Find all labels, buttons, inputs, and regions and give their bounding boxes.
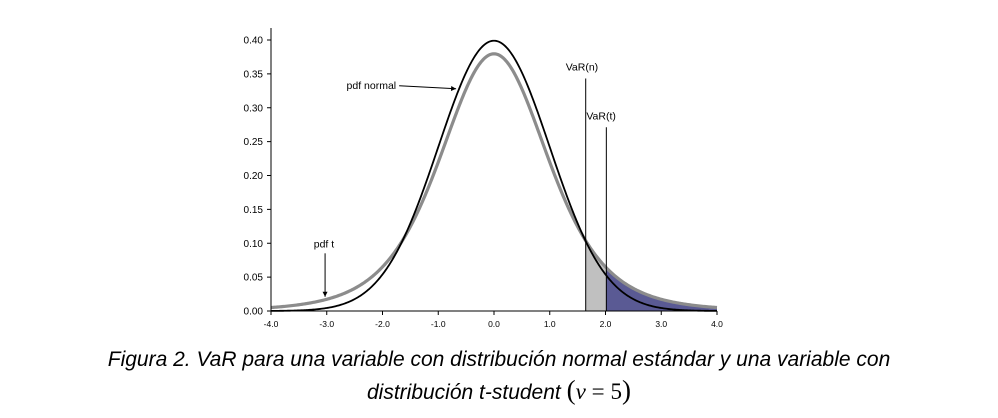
y-tick-label: 0.35 (244, 69, 264, 80)
x-tick-label: -2.0 (375, 319, 390, 329)
x-tick-label: -4.0 (264, 319, 279, 329)
y-tick-label: 0.40 (244, 36, 264, 47)
x-tick-label: 1.0 (544, 319, 556, 329)
y-tick-label: 0.05 (244, 273, 264, 284)
x-tick-label: -1.0 (431, 319, 446, 329)
math-five: 5 (610, 379, 623, 404)
var-marker-label-1: VaR(n) (566, 61, 598, 73)
caption-math: (ν = 5) (567, 375, 631, 405)
annotation-arrow-line-1 (399, 85, 457, 90)
y-tick-label: 0.15 (244, 205, 264, 216)
math-open-paren: ( (566, 375, 576, 405)
x-tick-label: -3.0 (319, 319, 334, 329)
annotation-arrow-head-1 (450, 86, 457, 92)
math-equals: = (591, 379, 605, 404)
annotation-arrow-head-2 (322, 291, 328, 297)
var-marker-label-2: VaR(t) (586, 110, 616, 122)
caption-line-2-text: distribución t-student (366, 381, 561, 404)
caption-line-1: Figura 2. VaR para una variable con dist… (107, 348, 891, 371)
x-tick-label: 0.0 (488, 319, 500, 329)
pdf-curves (270, 39, 718, 312)
math-close-paren: ) (622, 375, 631, 405)
shaded-region-1 (585, 240, 607, 311)
y-tick-label: 0.10 (244, 239, 264, 250)
y-tick-label: 0.20 (244, 171, 264, 182)
annotation-label-1: pdf normal (347, 80, 397, 92)
y-tick-label: 0.25 (244, 137, 264, 148)
math-nu: ν (575, 379, 586, 404)
caption-line-2: distribución t-student (ν = 5) (0, 375, 998, 408)
y-tick-label: 0.00 (244, 307, 264, 318)
axes: 0.00 0.05 0.10 0.15 0.20 0.25 0.30 0.35 0.40 -4.0… (244, 28, 723, 329)
var-chart: 0.00 0.05 0.10 0.15 0.20 0.25 0.30 0.35 0.40 -4.0… (244, 28, 723, 329)
series-line-pdf-normal (270, 39, 718, 312)
series-line-pdf-t (270, 52, 718, 310)
annotation-label-2: pdf t (314, 238, 335, 250)
var-markers: VaR(n) VaR(t) (566, 61, 616, 311)
annotations: pdf normal pdf t (314, 80, 457, 297)
y-tick-label: 0.30 (244, 103, 264, 114)
x-tick-label: 2.0 (600, 319, 612, 329)
x-tick-label: 3.0 (655, 319, 667, 329)
shaded-regions (585, 240, 717, 311)
x-tick-label: 4.0 (711, 319, 723, 329)
figure-caption: Figura 2. VaR para una variable con dist… (0, 344, 998, 408)
